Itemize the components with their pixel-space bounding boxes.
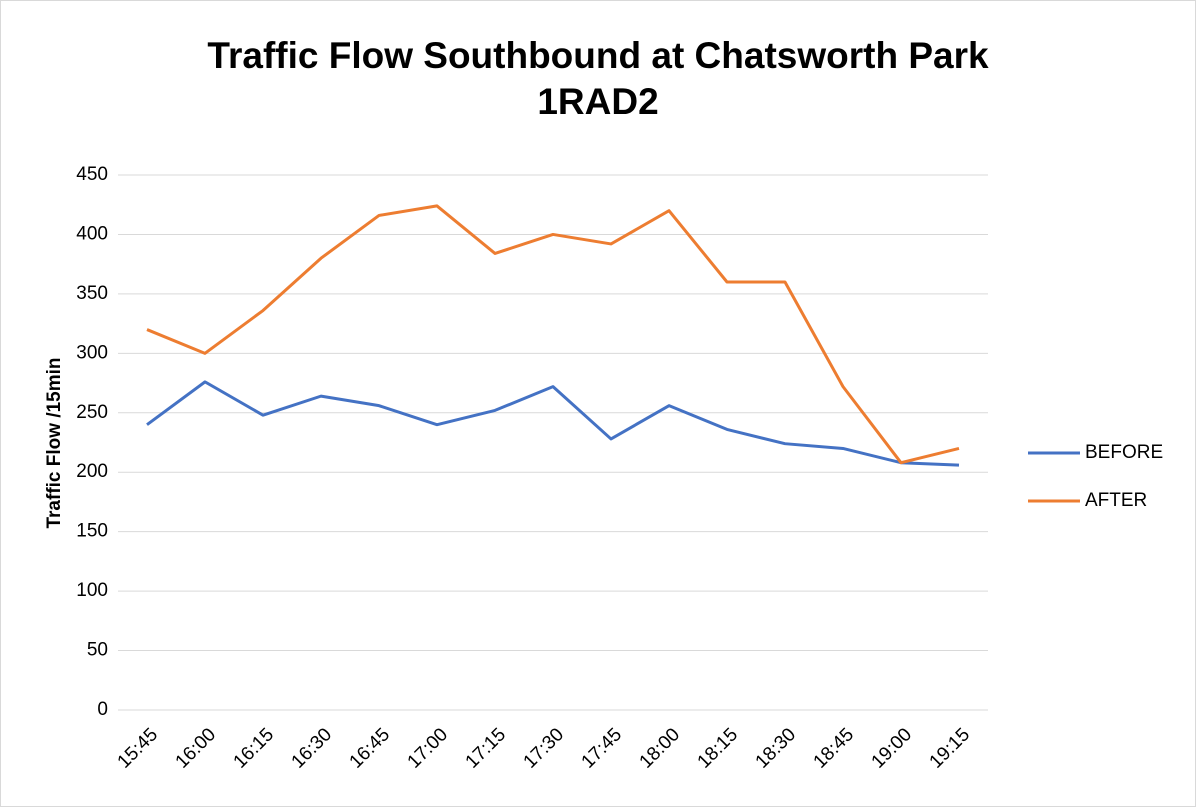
y-tick-label: 0 [97, 699, 108, 720]
legend-label: BEFORE [1085, 442, 1163, 463]
chart-title: 1RAD2 [537, 81, 658, 122]
series-line [146, 204, 960, 465]
y-tick-label: 350 [76, 283, 108, 304]
y-tick-label: 150 [76, 521, 108, 542]
chart-title: Traffic Flow Southbound at Chatsworth Pa… [207, 35, 989, 76]
y-tick-label: 450 [76, 164, 108, 185]
y-tick-label: 400 [76, 223, 108, 244]
y-tick-label: 300 [76, 342, 108, 363]
y-tick-label: 50 [87, 640, 108, 661]
y-tick-label: 100 [76, 580, 108, 601]
y-tick-label: 200 [76, 461, 108, 482]
y-tick-label: 250 [76, 402, 108, 423]
y-axis-label: Traffic Flow /15min [44, 357, 65, 528]
legend-label: AFTER [1085, 490, 1147, 511]
series-line [146, 380, 960, 467]
